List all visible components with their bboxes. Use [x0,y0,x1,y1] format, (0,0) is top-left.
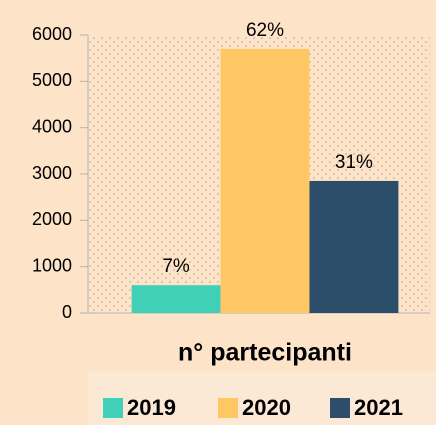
bar [220,48,310,314]
y-tick-label: 3000 [32,163,72,183]
y-tick-label: 0 [62,302,72,322]
legend-box [88,372,436,425]
bar-annotation: 62% [246,20,284,41]
legend-swatch [103,398,123,418]
legend-label: 2021 [354,395,403,420]
legend-label: 2020 [242,395,291,420]
y-tick-label: 4000 [32,116,72,136]
y-tick-label: 6000 [32,24,72,44]
bar-annotation: 7% [162,256,190,277]
bar-annotation: 31% [335,152,373,173]
x-tick-label: n° partecipanti [178,339,352,367]
y-tick-label: 5000 [32,70,72,90]
y-tick-label: 1000 [32,255,72,275]
bar [131,285,221,313]
legend-swatch [218,398,238,418]
y-tick-label: 2000 [32,209,72,229]
legend-label: 2019 [127,395,176,420]
legend-swatch [330,398,350,418]
bar [309,180,399,313]
